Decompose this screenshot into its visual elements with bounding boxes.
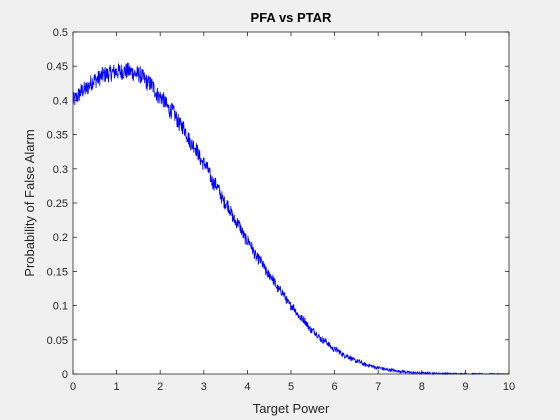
y-tick-label: 0.15: [47, 266, 68, 278]
plot-frame: [72, 31, 510, 375]
plot-area: [73, 32, 509, 374]
x-tick-label: 1: [114, 381, 120, 393]
y-tick-label: 0.45: [47, 61, 68, 73]
x-tick-label: 6: [332, 381, 338, 393]
x-tick-label: 9: [462, 381, 468, 393]
x-axis-label: Target Power: [253, 401, 330, 416]
y-tick-label: 0.05: [47, 335, 68, 347]
x-tick-label: 7: [375, 381, 381, 393]
y-tick-label: 0.3: [53, 164, 68, 176]
x-tick-label: 2: [157, 381, 163, 393]
y-tick-label: 0.25: [47, 198, 68, 210]
x-tick-label: 8: [419, 381, 425, 393]
chart-title: PFA vs PTAR: [251, 10, 333, 25]
x-tick-label: 3: [201, 381, 207, 393]
y-ticks: 0 0.05 0.1 0.15 0.2 0.25 0.3 0.35 0.4 0.45 0.5: [47, 27, 509, 381]
series-line: [72, 62, 509, 376]
y-tick-label: 0.35: [47, 130, 68, 142]
y-tick-label: 0: [62, 369, 68, 381]
y-tick-label: 0.2: [53, 232, 68, 244]
y-tick-label: 0.1: [53, 301, 68, 313]
x-ticks: 0 1 2 3 4 5 6 7 8 9 10: [70, 32, 515, 393]
x-tick-label: 5: [288, 381, 294, 393]
y-tick-label: 0.4: [53, 95, 68, 107]
y-tick-label: 0.5: [53, 27, 68, 39]
x-tick-label: 0: [70, 381, 76, 393]
y-axis-label: Probability of False Alarm: [22, 129, 37, 276]
x-tick-label: 4: [244, 381, 250, 393]
x-tick-label: 10: [503, 381, 515, 393]
